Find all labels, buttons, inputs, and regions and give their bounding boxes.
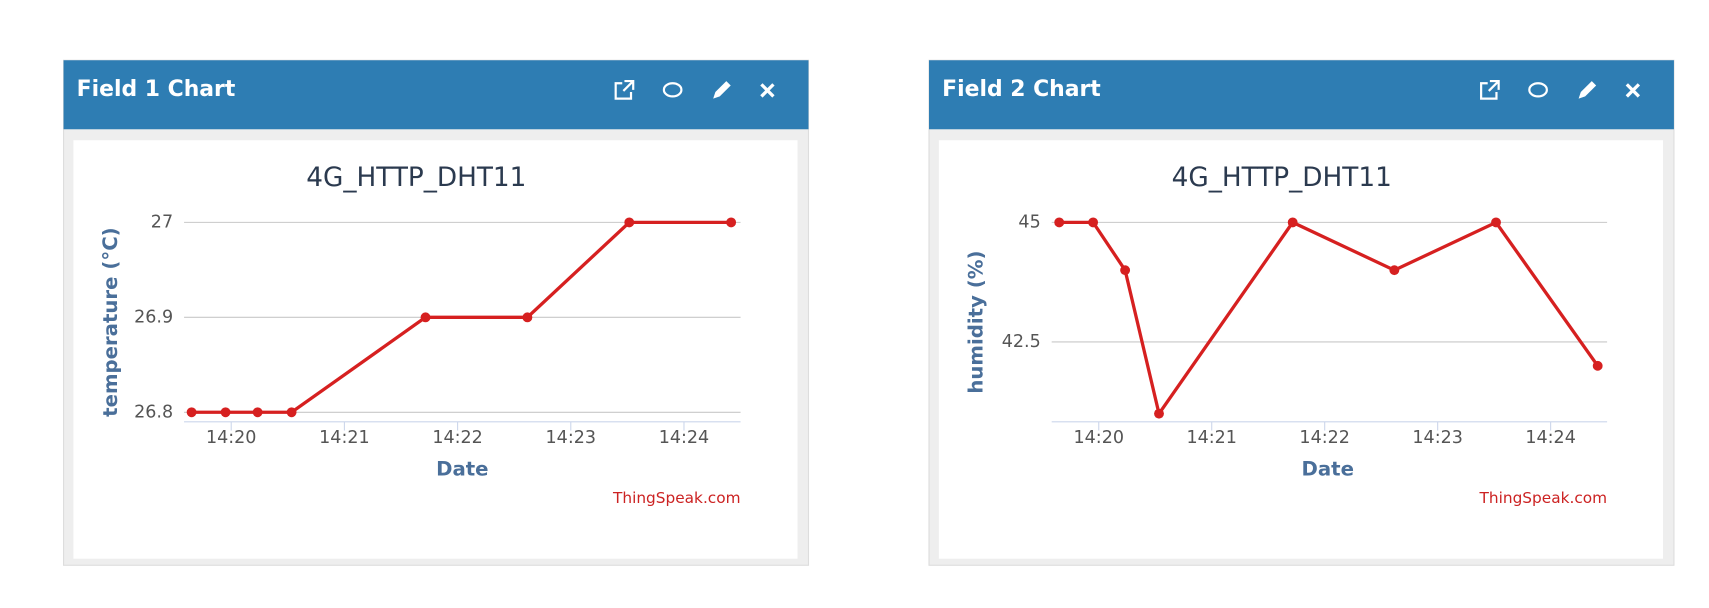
panel-title: Field 1 Chart xyxy=(77,77,236,102)
x-tick-label: 14:20 xyxy=(206,428,256,448)
data-point xyxy=(624,217,635,228)
chart-area xyxy=(73,140,798,559)
y-tick-label: 26.8 xyxy=(134,402,173,422)
x-tick-label: 14:24 xyxy=(1525,428,1575,448)
credit: ThingSpeak.com xyxy=(1479,489,1608,507)
icon-edit[interactable] xyxy=(713,81,731,99)
icon-edit[interactable] xyxy=(1578,81,1597,99)
data-point xyxy=(726,217,737,228)
data-point xyxy=(1491,217,1501,228)
chart-title: 4G_HTTP_DHT11 xyxy=(306,163,526,193)
chart-title: 4G_HTTP_DHT11 xyxy=(1172,163,1392,193)
icons xyxy=(614,79,1641,100)
icon-close[interactable] xyxy=(760,83,775,98)
panel-title: Field 2 Chart xyxy=(942,77,1101,102)
icon-comment[interactable] xyxy=(1528,82,1548,98)
x-tick-label: 14:21 xyxy=(319,428,369,448)
x-axis-label: Date xyxy=(1302,457,1354,480)
x-tick-label: 14:21 xyxy=(1186,428,1236,448)
panel: Field 1 Chart xyxy=(63,59,810,566)
icon-open[interactable] xyxy=(1480,79,1500,100)
icon-open[interactable] xyxy=(614,79,635,100)
icon-comment[interactable] xyxy=(662,82,683,98)
panel-header xyxy=(928,60,1674,130)
y-axis-label: humidity (%) xyxy=(965,251,988,394)
y-tick-label: 45 xyxy=(1018,212,1040,232)
y-tick-label: 42.5 xyxy=(1002,332,1041,352)
data-point xyxy=(1154,408,1164,419)
x-tick-label: 14:22 xyxy=(1299,428,1349,448)
credit: ThingSpeak.com xyxy=(612,489,741,507)
data-point xyxy=(252,407,263,418)
header-icons xyxy=(1480,79,1641,100)
chart-area xyxy=(938,140,1663,559)
data-point xyxy=(186,407,197,418)
data-point xyxy=(220,407,231,418)
data-point xyxy=(1287,217,1298,228)
data-point xyxy=(286,407,297,418)
x-tick-label: 14:20 xyxy=(1074,428,1124,448)
header-icons xyxy=(614,79,775,100)
x-tick-label: 14:23 xyxy=(1412,428,1462,448)
data-point xyxy=(1592,360,1603,371)
data-point xyxy=(1120,265,1131,276)
x-tick-label: 14:23 xyxy=(546,428,596,448)
x-axis-label: Date xyxy=(436,457,488,480)
y-tick-label: 27 xyxy=(151,212,173,232)
data-point xyxy=(1389,265,1400,276)
panel: Field 2 Chart xyxy=(928,59,1675,566)
data-line xyxy=(191,220,732,414)
data-point xyxy=(1054,217,1065,228)
data-point xyxy=(420,312,431,323)
x-tick-label: 14:22 xyxy=(432,428,482,448)
y-axis-label: temperature (°C) xyxy=(99,227,122,417)
data-point xyxy=(1088,217,1099,228)
icon-close[interactable] xyxy=(1625,83,1641,98)
data-line xyxy=(1059,220,1600,418)
data-point xyxy=(522,312,533,323)
x-tick-label: 14:24 xyxy=(659,428,709,448)
panel-header xyxy=(63,60,809,130)
y-tick-label: 26.9 xyxy=(134,307,173,327)
